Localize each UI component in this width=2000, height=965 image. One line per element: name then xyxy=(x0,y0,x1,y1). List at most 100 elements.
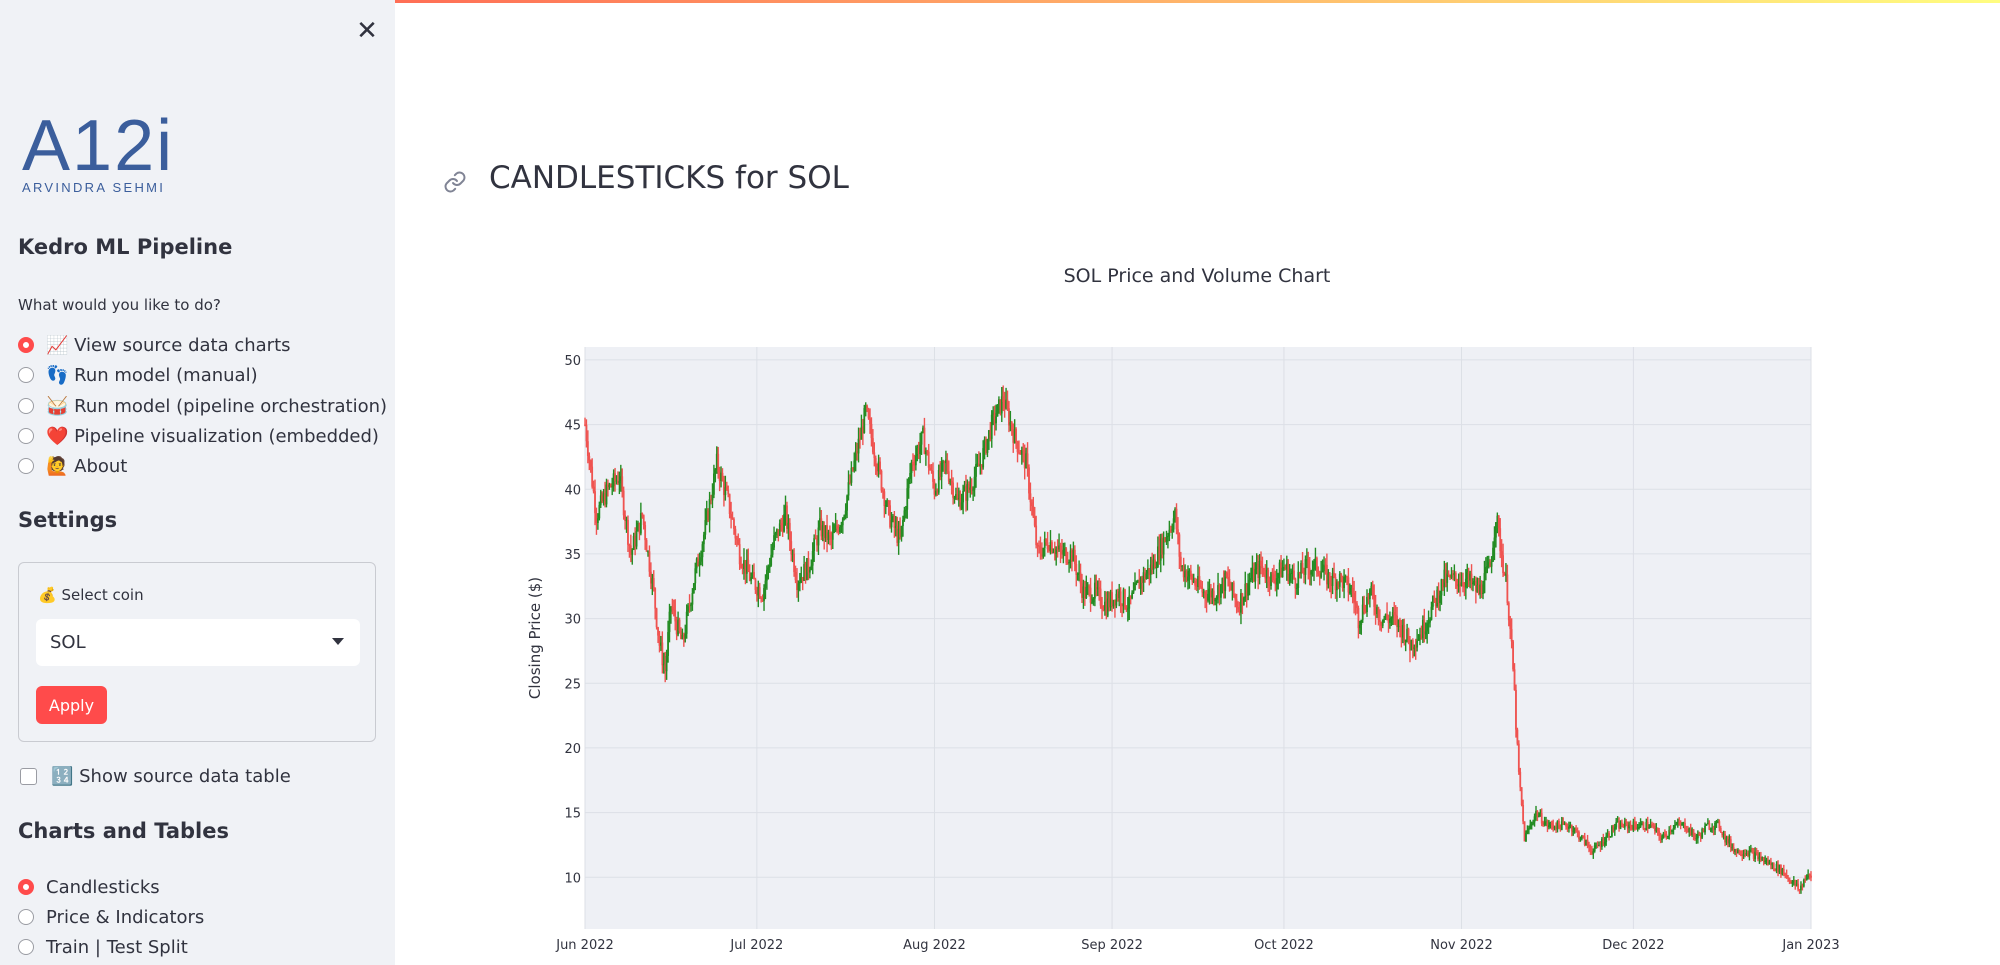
candle-body xyxy=(608,484,611,488)
candle-body xyxy=(770,554,773,566)
candle-body xyxy=(637,522,639,532)
candle-body xyxy=(1609,836,1612,838)
candle-body xyxy=(1152,559,1155,570)
candle-body xyxy=(927,451,930,468)
candle-body xyxy=(738,544,741,565)
candle-body xyxy=(959,497,962,509)
candle-body xyxy=(619,476,622,482)
candle-body xyxy=(737,539,740,545)
candle-body xyxy=(1696,834,1699,839)
candle-body xyxy=(1708,822,1711,830)
candle-body xyxy=(1218,585,1221,598)
candle-body xyxy=(1209,588,1212,598)
candle-body xyxy=(900,526,903,538)
candle-body xyxy=(1579,838,1582,840)
candle-body xyxy=(1474,581,1477,592)
candle-body xyxy=(836,525,838,529)
plot-area xyxy=(585,347,1811,929)
candle-body xyxy=(867,409,870,419)
candle-body xyxy=(1767,860,1769,865)
candle-body xyxy=(751,572,754,578)
candle-body xyxy=(955,494,957,498)
show-table-checkbox[interactable]: 🔢 Show source data table xyxy=(20,763,291,789)
candle-body xyxy=(933,481,936,495)
candle-body xyxy=(1214,599,1217,602)
candle-body xyxy=(896,525,899,543)
candle-body xyxy=(1628,824,1631,829)
candle-body xyxy=(1573,828,1576,831)
apply-button[interactable]: Apply xyxy=(36,686,107,724)
candle-body xyxy=(668,611,671,633)
candle-body xyxy=(1701,828,1704,838)
radio-pipeline-visualization[interactable]: ❤️ Pipeline visualization (embedded) xyxy=(18,423,379,449)
candle-body xyxy=(1556,821,1559,830)
candle-body xyxy=(1198,576,1201,587)
radio-run-model-pipeline[interactable]: 🥁 Run model (pipeline orchestration) xyxy=(18,393,387,419)
candle-body xyxy=(1704,825,1706,833)
candle-body xyxy=(1547,825,1550,828)
candle-body xyxy=(1348,591,1351,593)
candle-body xyxy=(1590,851,1593,854)
candle-body xyxy=(1295,587,1298,589)
candle-body xyxy=(1391,611,1394,618)
candle-body xyxy=(642,515,645,526)
radio-train-test-split[interactable]: Train | Test Split xyxy=(18,934,188,960)
candle-body xyxy=(1525,832,1527,842)
candle-body xyxy=(829,532,831,536)
radio-about[interactable]: 🙋 About xyxy=(18,453,127,479)
link-icon[interactable] xyxy=(443,170,467,198)
candle-body xyxy=(1311,569,1314,572)
candle-body xyxy=(1284,566,1287,570)
candle-body xyxy=(1737,849,1739,854)
candle-body xyxy=(1500,551,1503,556)
candle-body xyxy=(992,412,995,415)
candle-body xyxy=(853,460,856,471)
candle-body xyxy=(1356,603,1358,608)
radio-run-model-manual[interactable]: 👣 Run model (manual) xyxy=(18,362,258,388)
candle-body xyxy=(1361,604,1364,620)
candle-body xyxy=(1334,577,1337,591)
radio-view-source-charts[interactable]: 📈 View source data charts xyxy=(18,332,291,358)
candle-body xyxy=(990,414,993,439)
candle-body xyxy=(1420,634,1423,639)
candle-body xyxy=(1761,857,1764,861)
candle-body xyxy=(1506,574,1509,603)
candle-body xyxy=(945,459,947,464)
candle-body xyxy=(1666,835,1669,837)
candle-body xyxy=(609,484,612,488)
candle-body xyxy=(617,480,619,484)
candle-body xyxy=(1002,396,1005,402)
coin-select[interactable]: SOL xyxy=(36,619,360,666)
candle-body xyxy=(701,544,704,558)
candle-body xyxy=(1207,593,1209,601)
candle-body xyxy=(882,490,884,492)
candle-body xyxy=(1596,845,1599,847)
candle-body xyxy=(715,453,718,470)
candle-body xyxy=(952,482,954,498)
candle-body xyxy=(1665,834,1668,837)
candle-body xyxy=(1585,840,1588,845)
candle-body xyxy=(1288,573,1291,582)
candle-body xyxy=(598,505,601,519)
candle-body xyxy=(1600,838,1603,847)
candle-body xyxy=(856,450,859,454)
candle-body xyxy=(1320,572,1323,578)
candle-body xyxy=(1363,604,1366,612)
candle-body xyxy=(1527,828,1530,830)
close-icon[interactable]: ✕ xyxy=(356,16,378,46)
candle-body xyxy=(1433,595,1436,599)
candle-body xyxy=(1662,833,1665,839)
radio-price-indicators[interactable]: Price & Indicators xyxy=(18,904,204,930)
candle-body xyxy=(1003,401,1006,409)
candle-body xyxy=(1184,571,1187,578)
candle-body xyxy=(1351,587,1354,593)
candle-body xyxy=(824,525,827,539)
candle-body xyxy=(599,495,602,506)
radio-candlesticks[interactable]: Candlesticks xyxy=(18,874,160,900)
candle-body xyxy=(1291,570,1294,574)
candle-body xyxy=(1729,839,1732,848)
candle-body xyxy=(1371,585,1374,595)
candle-body xyxy=(1224,572,1227,591)
candle-body xyxy=(595,513,598,523)
candle-body xyxy=(1126,608,1129,610)
